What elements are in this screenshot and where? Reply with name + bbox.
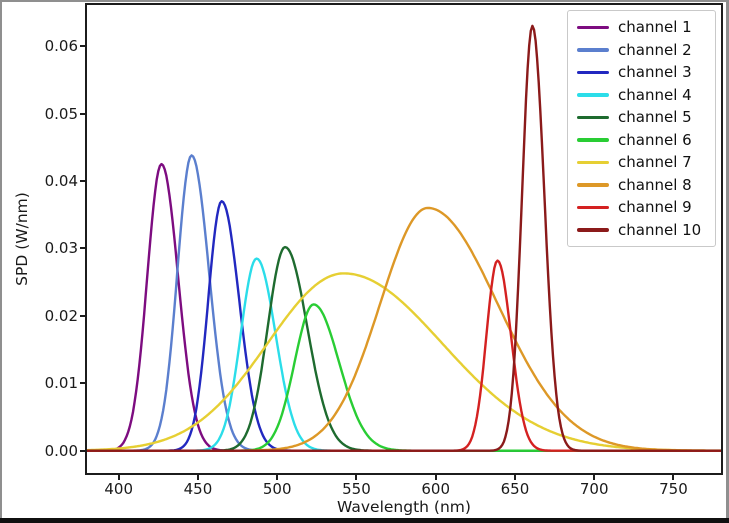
x-tick-label: 400 [104, 480, 133, 498]
x-tick-label: 700 [579, 480, 609, 498]
x-axis-title: Wavelength (nm) [337, 498, 471, 516]
y-tick-mark [80, 112, 85, 115]
y-tick-mark [80, 449, 85, 452]
x-tick-mark [355, 475, 358, 480]
legend-item-channel-2: channel 2 [577, 41, 706, 59]
y-axis-title: SPD (W/nm) [13, 192, 31, 286]
y-tick-mark [80, 180, 85, 182]
legend-line-swatch [577, 183, 609, 187]
spd-curve-channel-10 [87, 24, 721, 452]
legend-item-channel-1: channel 1 [577, 18, 706, 36]
spd-curve-channel-5 [87, 245, 721, 452]
legend-item-channel-9: channel 9 [577, 198, 706, 216]
y-tick-label: 0.03 [44, 239, 78, 258]
legend-item-channel-8: channel 8 [577, 176, 706, 194]
y-tick-mark [80, 45, 85, 48]
y-tick-label: 0.02 [44, 306, 78, 325]
y-tick-mark [80, 247, 85, 250]
legend-item-channel-3: channel 3 [577, 63, 706, 81]
y-tick-mark [80, 382, 85, 385]
y-tick-label: 0.01 [44, 374, 78, 393]
legend-label: channel 4 [618, 85, 692, 104]
x-tick-label: 750 [659, 480, 688, 498]
legend-item-channel-6: channel 6 [577, 131, 706, 149]
legend-line-swatch [577, 25, 609, 29]
legend-line-swatch [577, 48, 609, 52]
x-tick-mark [276, 475, 279, 480]
legend-label: channel 10 [618, 220, 702, 239]
legend-line-swatch [577, 228, 609, 232]
legend-label: channel 2 [618, 40, 692, 59]
legend-item-channel-10: channel 10 [577, 221, 706, 239]
x-tick-mark [434, 475, 437, 480]
legend-label: channel 6 [618, 130, 692, 149]
legend-item-channel-5: channel 5 [577, 108, 706, 126]
x-tick-label: 450 [183, 480, 213, 498]
x-tick-mark [672, 475, 675, 480]
legend-line-swatch [577, 115, 609, 119]
x-tick-mark [117, 475, 120, 480]
x-tick-label: 500 [262, 480, 292, 498]
outer-border-right [726, 0, 729, 523]
y-tick-label: 0.04 [44, 172, 78, 190]
outer-border-top [0, 0, 729, 2]
y-tick-mark [80, 314, 85, 317]
outer-border-left [0, 0, 2, 523]
legend-label: channel 7 [618, 153, 692, 172]
x-tick-mark [593, 475, 596, 480]
legend-line-swatch [577, 93, 609, 97]
y-tick-label: 0.00 [44, 441, 78, 460]
legend-item-channel-7: channel 7 [577, 153, 706, 171]
legend-label: channel 8 [618, 175, 692, 194]
x-tick-label: 550 [342, 480, 371, 498]
legend-line-swatch [577, 138, 609, 142]
legend: channel 1 channel 2 channel 3 channel 4 chan… [567, 10, 716, 247]
x-tick-mark [196, 475, 199, 480]
spd-curve-channel-9 [87, 259, 721, 452]
y-tick-label: 0.05 [44, 104, 78, 123]
legend-label: channel 5 [618, 108, 692, 127]
legend-label: channel 1 [618, 18, 692, 37]
bottom-border-bar [0, 518, 729, 523]
legend-line-swatch [577, 205, 609, 209]
legend-label: channel 3 [618, 63, 692, 82]
spd-curve-channel-7 [87, 272, 721, 452]
legend-line-swatch [577, 70, 609, 74]
x-tick-label: 600 [421, 480, 450, 498]
spd-curve-channel-4 [87, 257, 721, 452]
y-tick-label: 0.06 [44, 37, 78, 56]
legend-item-channel-4: channel 4 [577, 86, 706, 104]
spd-chart [87, 24, 721, 452]
legend-line-swatch [577, 160, 609, 164]
x-tick-mark [513, 475, 516, 480]
legend-label: channel 9 [618, 198, 692, 217]
x-tick-label: 650 [500, 480, 530, 498]
